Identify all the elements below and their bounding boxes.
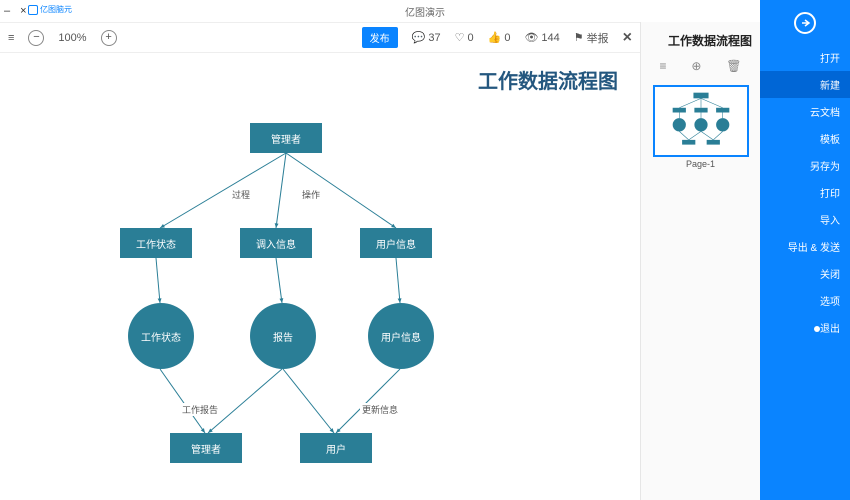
sidebar-item-7[interactable]: 导出 & 发送 [760,233,850,260]
dot-icon [814,326,820,332]
menu-icon[interactable]: ≡ [8,32,14,44]
sidebar-item-2[interactable]: 云文档 [760,98,850,125]
file-menu-sidebar: 打开新建云文档模板另存为打印导入导出 & 发送关闭选项退出 [760,0,850,500]
sidebar-item-3[interactable]: 模板 [760,125,850,152]
minimize-button[interactable]: – [4,5,10,17]
chart-title: 工作数据流程图 [478,65,618,94]
canvas-area: ≡ − 100% + 发布 💬37 ♡0 👍0 👁144 ⚑举报 × 工作数据流… [0,22,640,500]
close-button[interactable]: × [20,5,26,17]
flowchart-canvas[interactable]: 工作数据流程图 管理者工作状态调入信息用户信息管理者用户工作状态报告用户信息过程… [0,53,640,500]
brand-icon [28,5,38,15]
zoom-level: 100% [58,32,86,44]
rect-node-r3[interactable]: 调入信息 [240,228,312,258]
views-count: 👁144 [524,31,559,44]
page-thumbnail[interactable] [653,85,749,157]
sidebar-item-1[interactable]: 新建 [760,71,850,98]
close-canvas-button[interactable]: × [623,29,632,47]
rect-node-r6[interactable]: 用户 [300,433,372,463]
add-page-icon[interactable]: ⊕ [691,59,701,73]
edge-label-2: 工作报告 [180,403,220,416]
rect-node-r1[interactable]: 管理者 [250,123,322,153]
circle-node-c2[interactable]: 报告 [250,303,316,369]
sidebar-item-5[interactable]: 打印 [760,179,850,206]
sidebar-item-6[interactable]: 导入 [760,206,850,233]
circle-node-c3[interactable]: 用户信息 [368,303,434,369]
edge-label-3: 更新信息 [360,403,400,416]
sidebar-item-0[interactable]: 打开 [760,44,850,71]
zoom-in-button[interactable]: + [101,30,117,46]
rect-node-r5[interactable]: 管理者 [170,433,242,463]
delete-page-icon[interactable]: 🗑 [726,59,741,73]
report-button[interactable]: ⚑举报 [574,30,609,46]
circle-node-c1[interactable]: 工作状态 [128,303,194,369]
zoom-out-button[interactable]: − [28,30,44,46]
rect-node-r4[interactable]: 用户信息 [360,228,432,258]
rect-node-r2[interactable]: 工作状态 [120,228,192,258]
hamburger-icon[interactable]: ≡ [659,59,666,73]
favorites-count[interactable]: ♡0 [455,31,474,44]
brand-badge: 亿图脑元 [28,4,72,15]
likes-count[interactable]: 👍0 [488,31,511,44]
app-title-bar: – × 亿图演示 亿图脑元 [0,0,850,22]
sidebar-item-10[interactable]: 退出 [760,314,850,341]
publish-button[interactable]: 发布 [362,27,398,48]
sidebar-item-9[interactable]: 选项 [760,287,850,314]
sidebar-item-4[interactable]: 另存为 [760,152,850,179]
edge-label-1: 操作 [300,188,322,201]
app-title: 亿图演示 [405,4,445,19]
back-button[interactable] [794,12,816,34]
page-name: Page-1 [641,159,760,169]
document-title: 工作数据流程图 [641,22,760,55]
comments-count[interactable]: 💬37 [412,31,441,44]
canvas-toolbar: ≡ − 100% + 发布 💬37 ♡0 👍0 👁144 ⚑举报 × [0,23,640,53]
edge-label-0: 过程 [230,188,252,201]
sidebar-item-8[interactable]: 关闭 [760,260,850,287]
pages-panel: 工作数据流程图 ≡ ⊕ 🗑 Page-1 [640,22,760,500]
